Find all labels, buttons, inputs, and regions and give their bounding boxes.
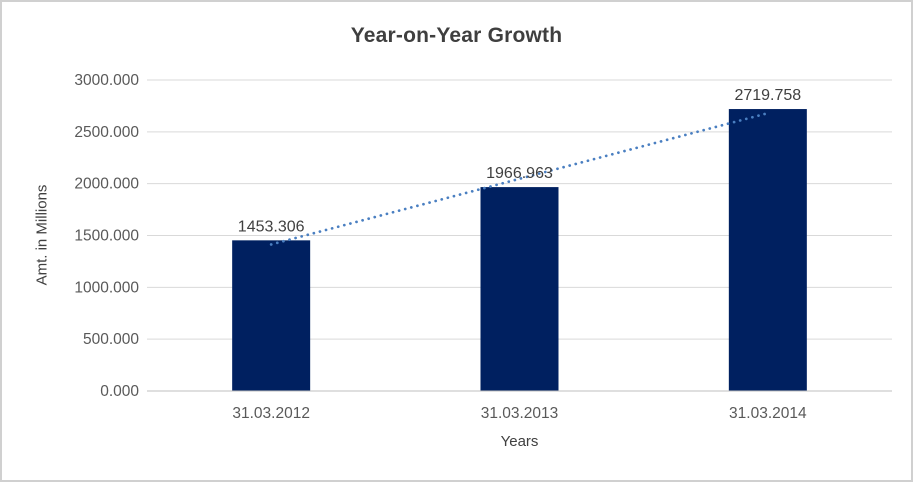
y-tick-label: 0.000 (100, 383, 139, 400)
x-axis-title: Years (500, 433, 539, 450)
y-tick-label: 500.000 (83, 331, 139, 348)
bar (728, 109, 807, 391)
x-tick-label: 31.03.2012 (232, 405, 310, 422)
data-label: 1966.963 (486, 165, 553, 182)
y-tick-label: 2000.000 (74, 176, 139, 193)
y-tick-label: 1500.000 (74, 228, 139, 245)
data-label: 2719.758 (734, 87, 801, 104)
x-tick-label: 31.03.2013 (481, 405, 559, 422)
y-tick-label: 1000.000 (74, 279, 139, 296)
y-tick-label: 3000.000 (74, 72, 139, 89)
bar (232, 240, 311, 391)
bar (480, 187, 559, 391)
chart-title: Year-on-Year Growth (350, 24, 563, 47)
x-tick-label: 31.03.2014 (729, 405, 807, 422)
trendline (269, 111, 770, 246)
y-tick-label: 2500.000 (74, 124, 139, 141)
data-label: 1453.306 (238, 218, 305, 235)
